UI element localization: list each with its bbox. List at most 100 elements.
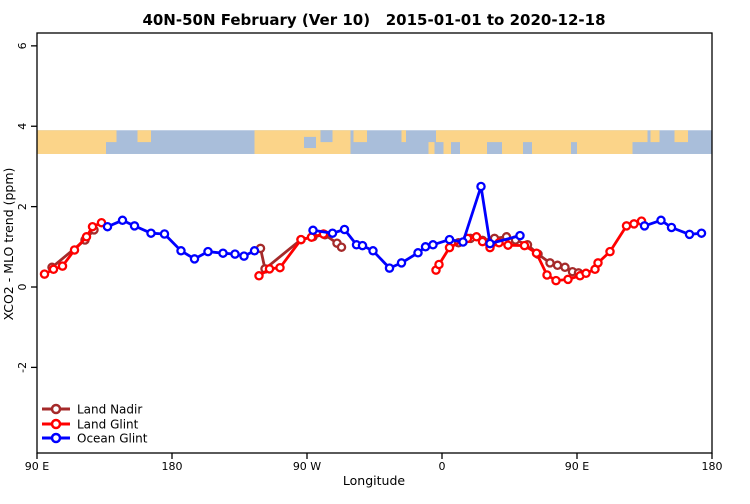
legend: Land Nadir Land Glint Ocean Glint [42,403,148,446]
data-point [339,224,350,235]
legend-item-land-glint: Land Glint [42,418,139,432]
data-point [545,258,555,268]
data-point [249,246,260,256]
legend-marker-icon [50,432,62,444]
legend-label: Land Nadir [77,403,142,417]
map-water [320,130,333,143]
data-point [357,240,368,251]
data-point [117,215,128,226]
data-point [581,268,591,279]
data-point [542,270,552,280]
map-land [254,130,351,154]
data-point [413,248,423,258]
map-land [443,130,648,154]
x-axis-label: Longitude [343,473,405,488]
data-point [336,242,347,252]
y-axis-label: XCO2 - MLO trend (ppm) [1,168,16,321]
data-point [684,229,695,240]
map-strip [37,130,712,154]
data-point [621,221,632,231]
data-point [384,263,395,273]
axes-layer: 90 E 180 90 W 0 90 E 180 6 4 2 0 -2 [16,32,723,473]
data-point [458,237,468,247]
series-layer [39,181,707,286]
data-point [254,271,264,281]
data-point [327,228,338,238]
plot-box [36,32,713,454]
map-water [571,142,577,154]
x-tick-label: 180 [162,460,183,473]
map-water [304,136,316,149]
map-water [632,142,648,154]
map-land [353,130,367,143]
y-tick-label: 0 [16,284,29,291]
data-point [515,230,525,241]
map-land [106,130,117,143]
legend-marker-icon [50,403,62,415]
data-point [434,259,444,270]
data-point [368,246,378,256]
data-point [563,274,573,285]
x-tick-label: 180 [702,460,723,473]
data-point [656,215,666,226]
x-tick-label: 90 W [293,460,321,473]
data-point [39,269,50,279]
data-point [551,275,561,286]
data-point [560,262,570,273]
data-point [605,246,615,257]
series-ocean-glint-line [311,185,522,270]
data-point [275,262,285,273]
data-point [639,221,650,231]
map-land [674,130,688,143]
legend-item-ocean-glint: Ocean Glint [42,432,148,446]
data-point [57,261,68,271]
map-land [428,142,435,154]
x-tick-label: 90 E [25,460,49,473]
data-point [87,221,98,232]
data-point [203,246,213,257]
data-point [396,258,407,268]
data-point [531,248,542,258]
data-point [696,228,707,238]
data-point [176,246,186,256]
x-tick-label: 90 E [565,460,589,473]
data-point [48,264,59,275]
map-water [487,142,502,154]
data-point [239,251,249,261]
y-tick-label: 4 [16,123,29,130]
map-land [401,130,406,143]
data-point [471,232,482,242]
data-point [189,254,200,264]
data-point [444,242,455,253]
legend-item-land-nadir: Land Nadir [42,403,142,417]
data-point [129,221,140,231]
map-land [37,130,106,154]
legend-label: Land Glint [77,418,139,432]
data-point [81,232,92,242]
y-tick-label: -2 [16,362,29,373]
legend-marker-icon [50,418,62,430]
map-water [523,142,532,154]
data-point [552,260,563,271]
chart-title: 40N-50N February (Ver 10) 2015-01-01 to … [142,11,605,29]
y-tick-label: 6 [16,42,29,49]
data-point [296,234,306,245]
data-point [308,225,318,236]
data-point [69,245,80,255]
series-ocean-glint [102,181,707,273]
data-point [218,248,228,258]
data-point [485,238,495,249]
map-water [451,142,460,154]
map-land [436,130,444,143]
data-point [146,228,156,238]
data-point [503,240,513,250]
data-point [519,240,530,251]
map-land [137,130,151,143]
data-point [102,221,113,232]
data-point [477,236,488,247]
data-point [159,229,170,239]
data-point [593,258,603,268]
data-point [264,264,275,274]
